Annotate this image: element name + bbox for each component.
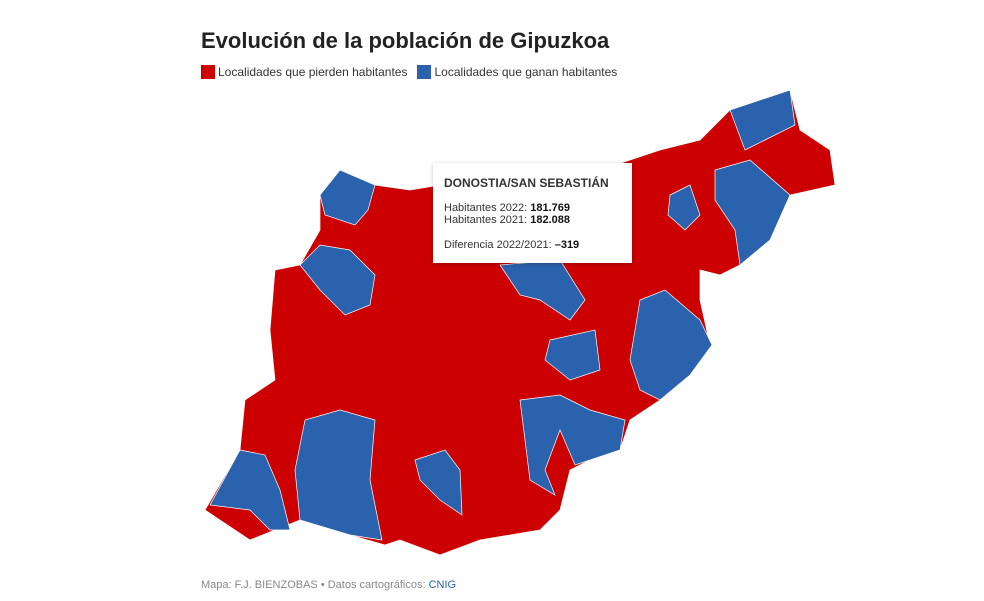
region — [629, 289, 713, 401]
region — [544, 329, 601, 381]
row-value: 181.769 — [530, 202, 570, 214]
region — [414, 449, 463, 516]
region — [729, 89, 796, 151]
legend-label: Localidades que ganan habitantes — [434, 65, 618, 79]
region — [209, 449, 291, 531]
legend-item: Localidades que pierden habitantes — [201, 65, 407, 79]
row-value: –319 — [554, 239, 580, 251]
credit: Mapa: F.J. BIENZOBAS • Datos cartográfic… — [201, 579, 426, 591]
region — [319, 169, 376, 226]
row-label: Diferencia 2022/2021: — [444, 239, 552, 251]
legend-swatch — [417, 65, 432, 79]
region — [519, 394, 626, 496]
legend-swatch — [201, 65, 215, 79]
legend-label: Localidades que pierden habitantes — [218, 65, 408, 79]
region — [299, 244, 376, 316]
region — [714, 159, 791, 266]
footer: Mapa: F.J. BIENZOBAS • Datos cartográfic… — [201, 579, 456, 591]
tooltip: DONOSTIA/SAN SEBASTIÁN Habitantes 2022: … — [433, 163, 632, 263]
tooltip-row: Habitantes 2022: 181.769 — [444, 202, 621, 214]
source-link[interactable]: CNIG — [428, 579, 457, 591]
tooltip-title: DONOSTIA/SAN SEBASTIÁN — [444, 176, 609, 190]
row-label: Habitantes 2022: — [444, 202, 528, 214]
row-label: Habitantes 2021: — [444, 214, 528, 226]
tooltip-row: Habitantes 2021: 182.088 — [444, 214, 621, 226]
region — [294, 409, 383, 541]
row-value: 182.088 — [530, 214, 570, 226]
region — [667, 184, 701, 231]
legend-item: Localidades que ganan habitantes — [417, 65, 617, 79]
legend: Localidades que pierden habitantes Local… — [201, 65, 617, 79]
map-title: Evolución de la población de Gipuzkoa — [201, 28, 610, 53]
tooltip-row: Diferencia 2022/2021: –319 — [444, 239, 621, 251]
